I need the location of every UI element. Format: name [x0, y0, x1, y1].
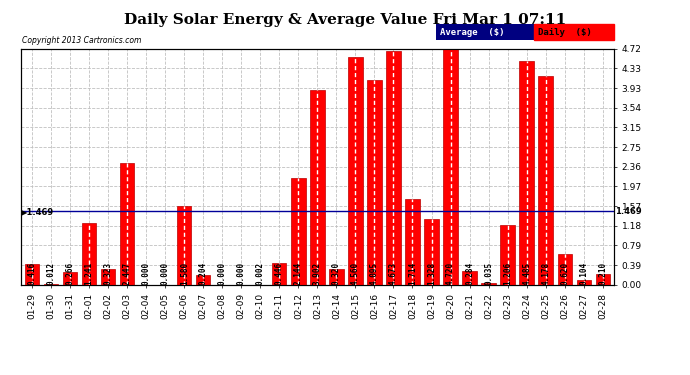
Text: 0.323: 0.323: [104, 262, 112, 285]
Text: Copyright 2013 Cartronics.com: Copyright 2013 Cartronics.com: [22, 36, 141, 45]
Text: 4.673: 4.673: [389, 262, 398, 285]
Text: 3.902: 3.902: [313, 262, 322, 285]
Bar: [273, 262, 286, 285]
Text: 4.178: 4.178: [541, 262, 550, 285]
Bar: [462, 271, 477, 285]
Text: 4.560: 4.560: [351, 262, 360, 285]
Text: 4.720: 4.720: [446, 262, 455, 285]
Bar: [196, 275, 210, 285]
Bar: [482, 283, 495, 285]
Bar: [405, 199, 420, 285]
Bar: [329, 269, 344, 285]
Text: 1.206: 1.206: [503, 262, 512, 285]
Text: ▶1.469: ▶1.469: [21, 207, 55, 216]
Text: 0.002: 0.002: [256, 262, 265, 285]
Bar: [291, 178, 306, 285]
Text: 0.035: 0.035: [484, 262, 493, 285]
Bar: [348, 57, 362, 285]
Text: 0.320: 0.320: [332, 262, 341, 285]
Text: 4.485: 4.485: [522, 262, 531, 285]
Text: 0.000: 0.000: [237, 262, 246, 285]
Text: 4.095: 4.095: [370, 262, 379, 285]
Bar: [444, 49, 457, 285]
Text: 0.000: 0.000: [141, 262, 150, 285]
Bar: [577, 280, 591, 285]
Bar: [500, 225, 515, 285]
Bar: [424, 219, 439, 285]
Text: 1.241: 1.241: [85, 262, 94, 285]
Text: Daily Solar Energy & Average Value Fri Mar 1 07:11: Daily Solar Energy & Average Value Fri M…: [124, 13, 566, 27]
Bar: [177, 206, 191, 285]
Bar: [63, 272, 77, 285]
Bar: [520, 60, 534, 285]
Bar: [82, 223, 97, 285]
Bar: [558, 254, 572, 285]
Text: 2.447: 2.447: [123, 262, 132, 285]
Bar: [120, 162, 135, 285]
Text: 0.104: 0.104: [579, 262, 588, 285]
Text: 0.284: 0.284: [465, 262, 474, 285]
Bar: [367, 80, 382, 285]
Text: 0.012: 0.012: [47, 262, 56, 285]
Text: 1.469: 1.469: [615, 207, 641, 216]
Bar: [386, 51, 401, 285]
Text: 0.620: 0.620: [560, 262, 569, 285]
Text: 1.714: 1.714: [408, 262, 417, 285]
Text: 2.144: 2.144: [294, 262, 303, 285]
Text: 0.204: 0.204: [199, 262, 208, 285]
Bar: [538, 76, 553, 285]
Bar: [44, 284, 58, 285]
Text: 0.446: 0.446: [275, 262, 284, 285]
Text: 0.266: 0.266: [66, 262, 75, 285]
Bar: [310, 90, 324, 285]
Text: 1.328: 1.328: [427, 262, 436, 285]
Text: 0.210: 0.210: [598, 262, 607, 285]
Text: 0.000: 0.000: [218, 262, 227, 285]
Text: 0.000: 0.000: [161, 262, 170, 285]
Bar: [25, 264, 39, 285]
Bar: [595, 274, 610, 285]
Text: 0.416: 0.416: [28, 262, 37, 285]
Bar: [101, 269, 115, 285]
Text: 1.580: 1.580: [180, 262, 189, 285]
